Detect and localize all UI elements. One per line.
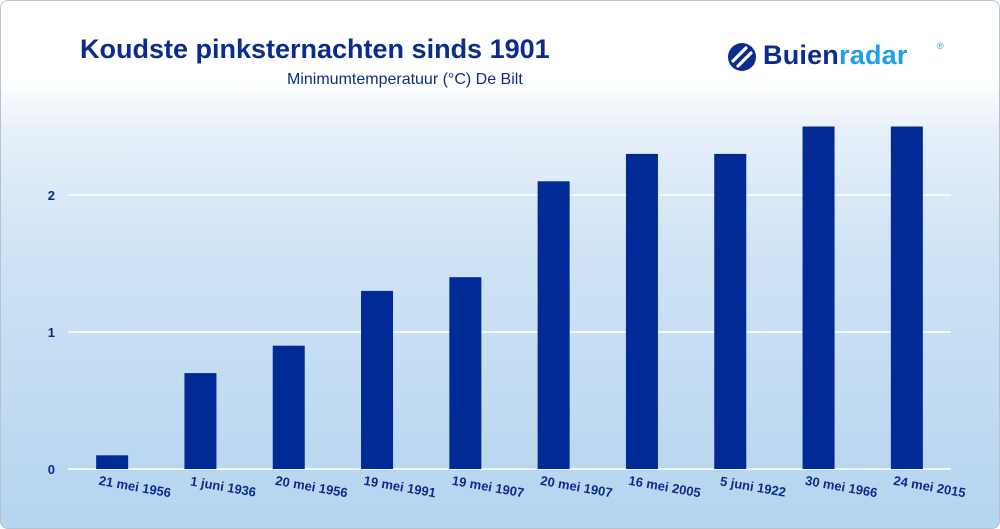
x-tick-label: 20 mei 1956 bbox=[274, 473, 349, 500]
buienradar-logo-icon bbox=[728, 43, 756, 71]
y-tick-label: 0 bbox=[48, 462, 55, 477]
bar bbox=[802, 126, 835, 469]
x-tick-label: 24 mei 2015 bbox=[892, 473, 967, 500]
x-tick-label: 19 mei 1991 bbox=[363, 473, 438, 500]
bar bbox=[96, 455, 129, 469]
bar bbox=[272, 345, 305, 469]
x-tick-label: 20 mei 1907 bbox=[539, 473, 614, 500]
bar bbox=[449, 277, 482, 469]
brand-name-part1: Buien bbox=[763, 40, 840, 70]
x-tick-label: 5 juni 1922 bbox=[719, 473, 787, 499]
x-tick-label: 19 mei 1907 bbox=[451, 473, 526, 500]
y-tick-label: 1 bbox=[48, 325, 55, 340]
brand-registered-mark: ® bbox=[937, 41, 944, 51]
bar bbox=[890, 126, 923, 469]
y-tick-label: 2 bbox=[48, 188, 55, 203]
bar bbox=[625, 153, 658, 469]
brand-name: Buienradar bbox=[763, 40, 908, 71]
brand-logo: Buienradar ® bbox=[727, 39, 967, 73]
x-tick-label: 21 mei 1956 bbox=[98, 473, 173, 500]
x-tick-label: 30 mei 1966 bbox=[804, 473, 879, 500]
chart-subtitle: Minimumtemperatuur (°C) De Bilt bbox=[287, 71, 523, 88]
bar bbox=[714, 153, 747, 469]
x-tick-label: 1 juni 1936 bbox=[189, 473, 257, 499]
bar bbox=[361, 290, 394, 469]
bar bbox=[537, 181, 570, 470]
chart-title: Koudste pinksternachten sinds 1901 bbox=[80, 34, 550, 64]
brand-name-part2: radar bbox=[839, 40, 908, 70]
bar bbox=[184, 373, 217, 469]
x-tick-label: 16 mei 2005 bbox=[627, 473, 702, 500]
